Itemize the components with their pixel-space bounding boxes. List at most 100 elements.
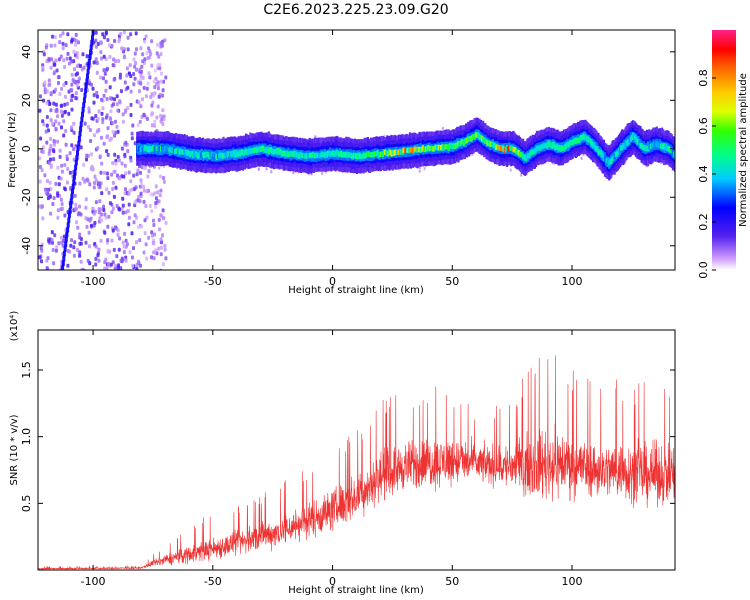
- spectrogram-streak-cell: [62, 250, 66, 257]
- spectrogram-noise-cell: [38, 204, 42, 209]
- spectrogram-noise-cell: [43, 80, 47, 85]
- spectrogram-noise-cell: [118, 207, 122, 212]
- spectrogram-noise-cell: [49, 43, 53, 48]
- spectrogram-halo-cell: [645, 164, 648, 168]
- spectrogram-noise-cell: [132, 57, 136, 62]
- spectrogram-noise-cell: [126, 35, 130, 40]
- spectrogram-noise-cell: [79, 64, 82, 68]
- spectrogram-noise-cell: [152, 223, 156, 227]
- spectrogram-noise-cell: [78, 250, 82, 255]
- spectrogram-noise-cell: [103, 71, 107, 76]
- spectrogram-noise-cell: [108, 116, 112, 121]
- spectrogram-noise-cell: [159, 52, 163, 56]
- spectrogram-noise-cell: [127, 202, 131, 207]
- spectrogram-noise-cell: [97, 207, 101, 212]
- spectrogram-noise-cell: [54, 248, 58, 253]
- spectrogram-noise-cell: [92, 100, 96, 105]
- chart-title: C2E6.2023.225.23.09.G20: [263, 2, 448, 18]
- spectrogram-noise-cell: [58, 92, 62, 96]
- spectrogram-ridge-cell: [157, 145, 160, 152]
- spectrogram-noise-cell: [120, 46, 124, 51]
- spectrogram-noise-cell: [45, 123, 49, 128]
- spectrogram-noise-cell: [99, 40, 103, 45]
- spectrogram-noise-cell: [142, 199, 146, 204]
- spectrogram-noise-cell: [107, 43, 111, 48]
- spectrogram-halo-cell: [423, 167, 426, 171]
- spectrogram-noise-cell: [122, 174, 126, 179]
- spectrogram-noise-cell: [114, 119, 117, 124]
- spectrogram-noise-cell: [145, 51, 149, 55]
- spectrogram-noise-cell: [159, 268, 163, 270]
- spectrogram-noise-cell: [116, 108, 120, 113]
- spectrogram-noise-cell: [116, 232, 120, 237]
- spectrogram-noise-cell: [104, 88, 108, 93]
- spectrogram-streak-cell: [69, 198, 73, 204]
- spectrogram-noise-cell: [154, 196, 158, 201]
- spectrogram-noise-cell: [55, 245, 59, 250]
- spectrogram-noise-cell: [94, 244, 98, 249]
- spectrogram-noise-cell: [87, 106, 91, 111]
- spectrogram-ridge-cell: [376, 150, 379, 156]
- spectrogram-noise-cell: [141, 97, 144, 102]
- spectrogram-halo-cell: [509, 168, 512, 172]
- spectrogram-noise-cell: [153, 68, 157, 73]
- spectrogram-noise-cell: [56, 191, 60, 196]
- spectrogram-noise-cell: [59, 54, 63, 59]
- spectrogram-noise-cell: [111, 63, 115, 68]
- spectrogram-noise-cell: [126, 106, 130, 110]
- spectrogram-noise-cell: [109, 136, 113, 141]
- spectrogram-streak-cell: [89, 44, 93, 51]
- spectrogram-noise-cell: [150, 103, 154, 108]
- spectrogram-noise-cell: [102, 76, 105, 81]
- spectrogram-noise-cell: [56, 215, 60, 220]
- spectrogram-noise-cell: [123, 54, 126, 59]
- spectrogram-noise-cell: [71, 93, 75, 98]
- spectrogram-noise-cell: [74, 42, 77, 47]
- spectrogram-noise-cell: [115, 124, 119, 129]
- spectrogram-noise-cell: [138, 119, 142, 124]
- spectrogram-noise-cell: [118, 75, 122, 80]
- spectrogram-noise-cell: [80, 88, 84, 92]
- spectrogram-noise-cell: [159, 252, 163, 257]
- spectrogram-streak-cell: [82, 102, 86, 108]
- spectrogram-noise-cell: [133, 51, 137, 56]
- spectrogram-noise-cell: [38, 165, 42, 169]
- spectrogram-noise-cell: [75, 83, 79, 88]
- spectrogram-noise-cell: [57, 57, 61, 62]
- spectrogram-noise-cell: [148, 203, 152, 208]
- spectrogram-noise-cell: [110, 210, 114, 215]
- spectrogram-halo-cell: [580, 156, 583, 160]
- spectrogram-noise-cell: [139, 181, 143, 186]
- spectrogram-noise-cell: [88, 128, 92, 132]
- spectrogram-noise-cell: [42, 122, 46, 127]
- spectrogram-noise-cell: [113, 267, 117, 270]
- spectrogram-noise-cell: [110, 172, 114, 177]
- spectrogram-noise-cell: [53, 233, 57, 238]
- spectrogram-noise-cell: [145, 86, 149, 91]
- spectrogram-streak-cell: [87, 58, 91, 65]
- spectrogram-noise-cell: [60, 86, 63, 91]
- spectrogram-noise-cell: [156, 104, 160, 109]
- spectrogram-noise-cell: [44, 129, 48, 134]
- spectrogram-noise-cell: [56, 165, 60, 170]
- spectrogram-noise-cell: [72, 49, 76, 54]
- spectrogram-noise-cell: [66, 32, 70, 37]
- spectrogram-streak-cell: [77, 135, 81, 142]
- spectrogram-noise-cell: [100, 97, 103, 102]
- spectrogram-noise-cell: [63, 65, 67, 69]
- spectrogram-noise-cell: [74, 96, 78, 100]
- spectrogram-streak-cell: [70, 193, 74, 200]
- spectrogram-noise-cell: [78, 204, 81, 209]
- spectrogram-noise-cell: [132, 220, 136, 225]
- spectrogram-noise-cell: [66, 263, 70, 268]
- spectrogram-noise-cell: [125, 73, 129, 78]
- spectrogram-noise-cell: [105, 187, 109, 192]
- spectrogram-noise-cell: [57, 81, 60, 85]
- spectrogram-noise-cell: [113, 152, 117, 157]
- spectrogram-halo-cell: [582, 153, 585, 156]
- spectrogram-noise-cell: [85, 153, 89, 158]
- spectrogram-noise-cell: [133, 141, 137, 146]
- spectrogram-noise-cell: [51, 34, 54, 39]
- spectrogram-halo-cell: [265, 167, 268, 171]
- spectrogram-noise-cell: [53, 62, 57, 67]
